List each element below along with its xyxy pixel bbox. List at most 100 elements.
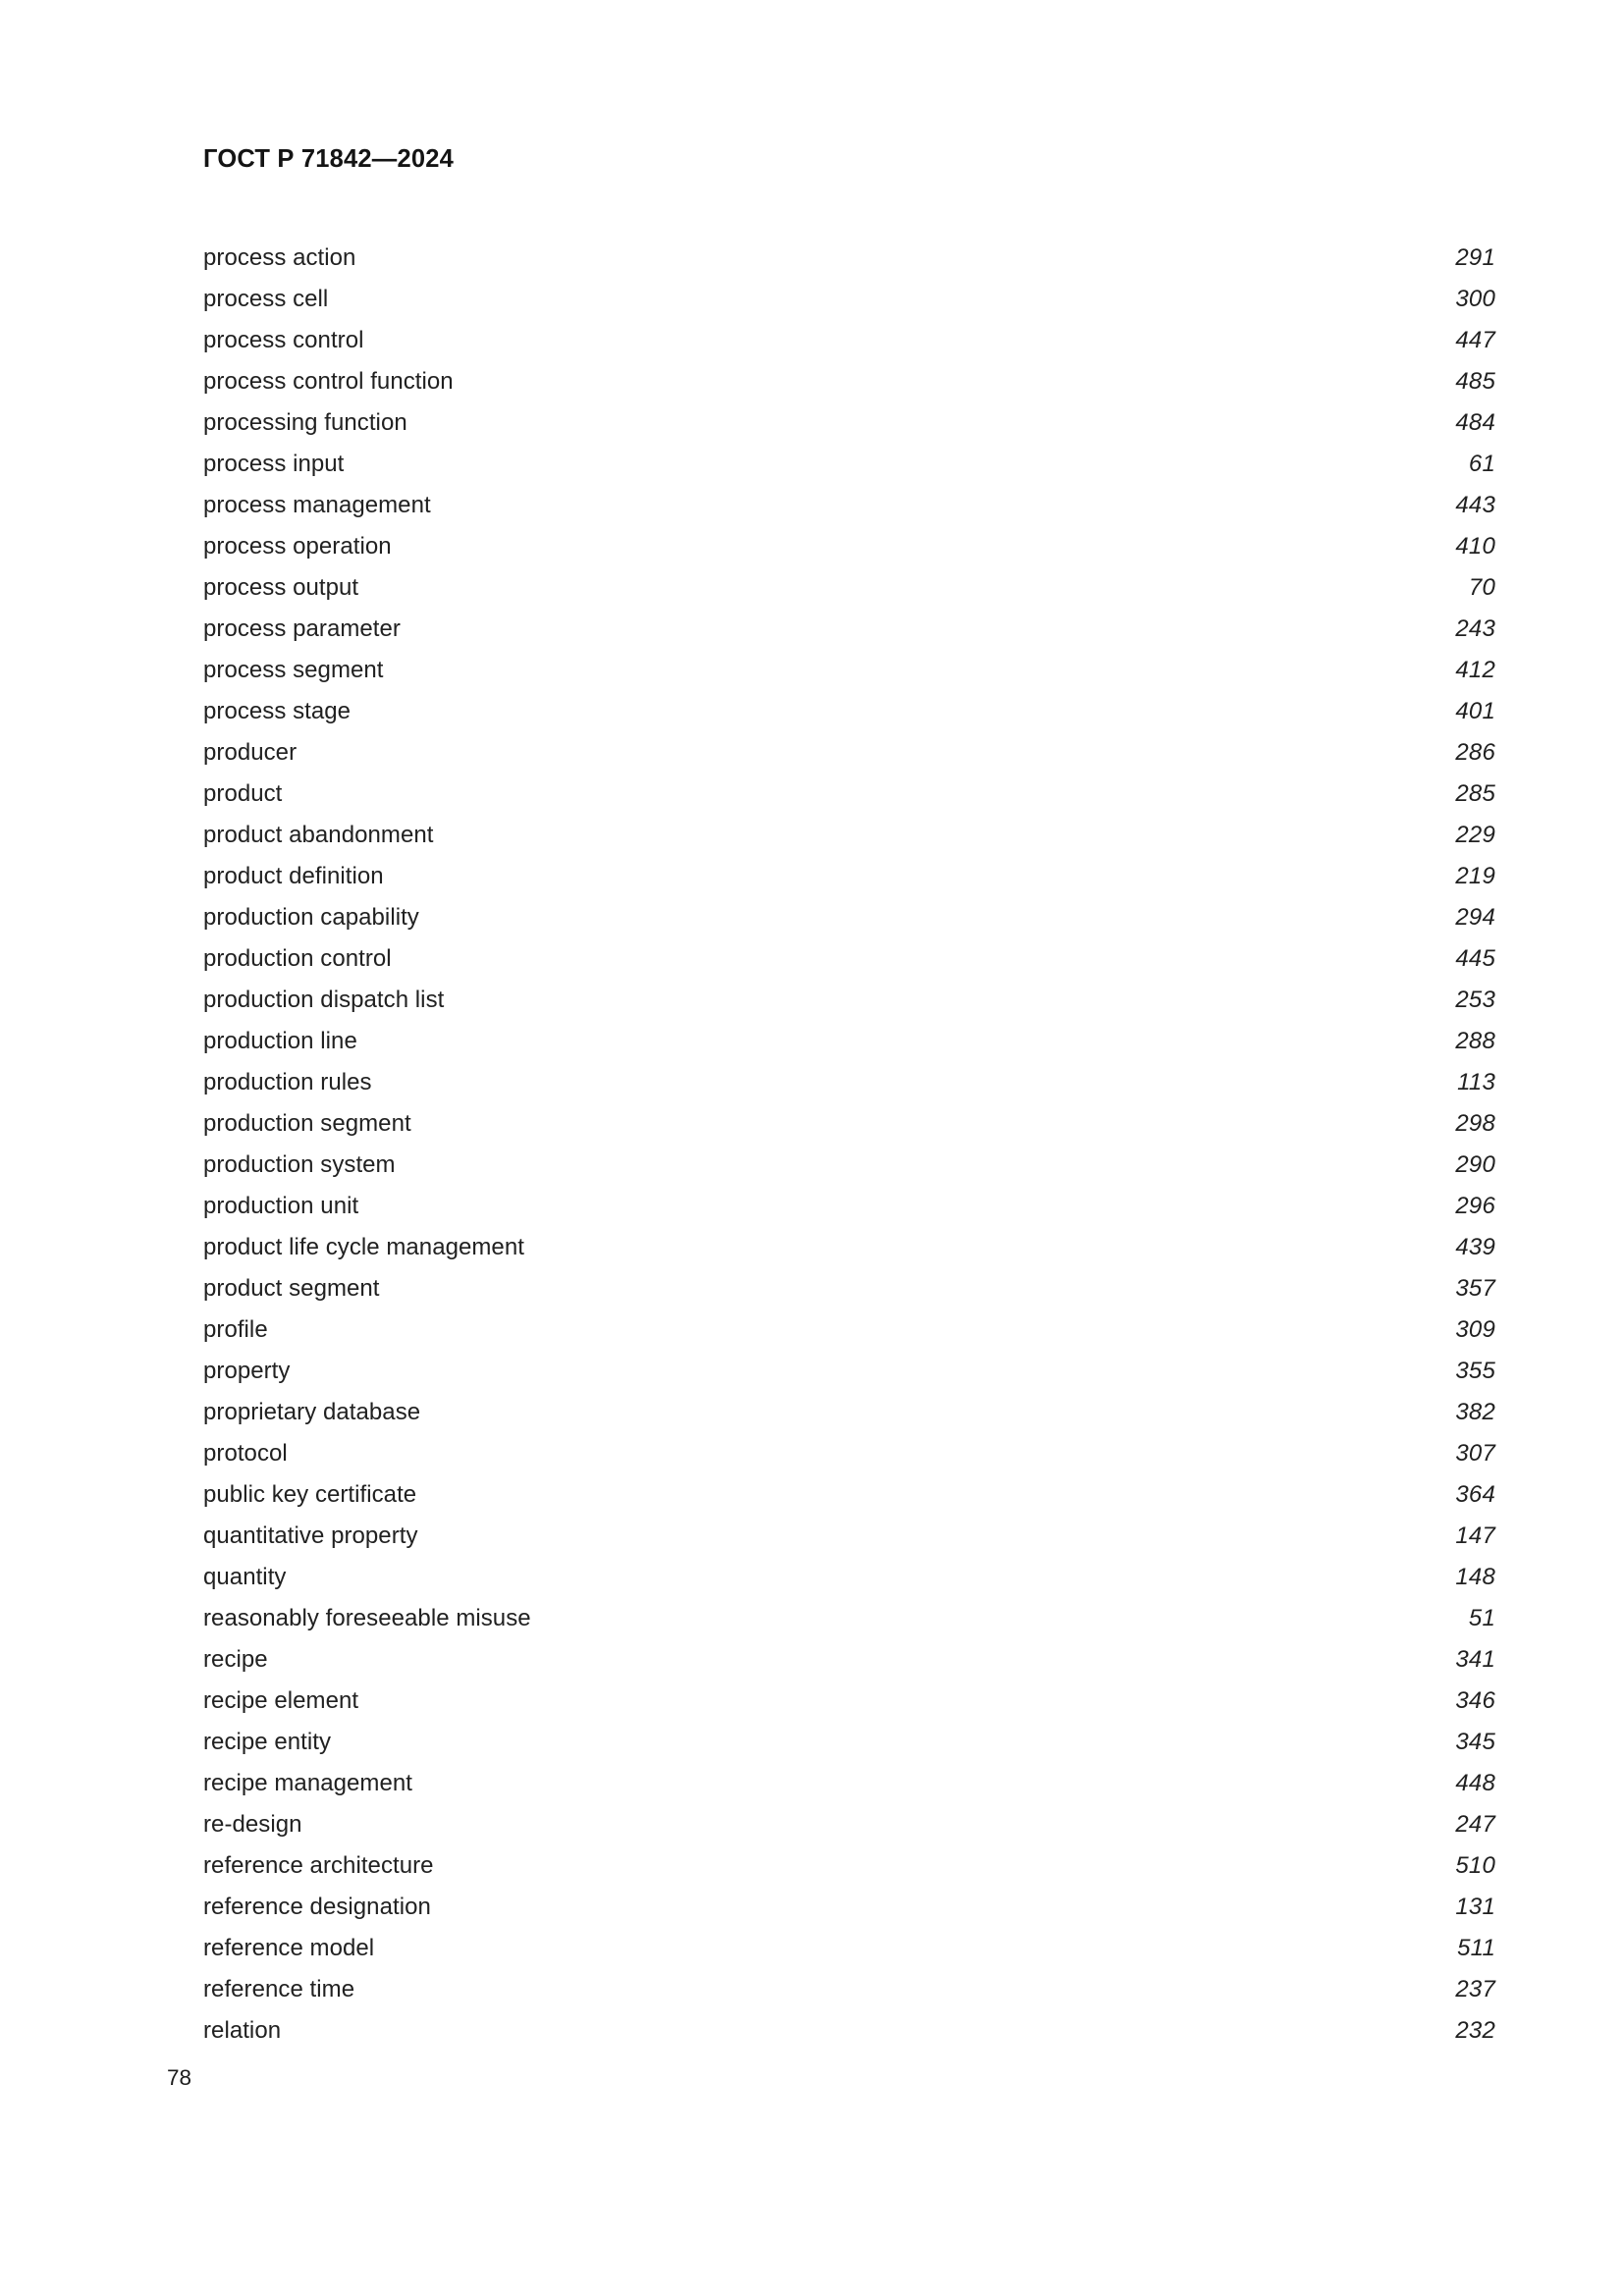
index-entry-term: product — [203, 780, 283, 807]
index-entry-term: product definition — [203, 863, 384, 889]
index-entry-page-number: 309 — [1455, 1316, 1495, 1343]
index-entry-term: reference architecture — [203, 1852, 434, 1879]
index-entry-page-number: 510 — [1455, 1852, 1495, 1879]
index-entry: process management 443 — [203, 485, 1495, 526]
index-entry-term: process operation — [203, 533, 392, 560]
index-entry-term: production rules — [203, 1069, 372, 1095]
index-entry: production rules 113 — [203, 1062, 1495, 1103]
index-entry-page-number: 286 — [1455, 739, 1495, 766]
index-entry-term: reference time — [203, 1976, 355, 2002]
index-entry-term: production dispatch list — [203, 987, 445, 1013]
index-entry: reference designation 131 — [203, 1887, 1495, 1928]
index-entry-page-number: 364 — [1455, 1481, 1495, 1508]
index-entry: process control 447 — [203, 320, 1495, 361]
index-entry-term: recipe management — [203, 1770, 412, 1796]
index-entry-term: relation — [203, 2017, 282, 2044]
index-entry: recipe management 448 — [203, 1763, 1495, 1804]
index-entry-page-number: 229 — [1455, 822, 1495, 848]
index-entry: quantity 148 — [203, 1557, 1495, 1598]
index-entry: production unit 296 — [203, 1186, 1495, 1227]
index-entry-term: process management — [203, 492, 431, 518]
index-entry-page-number: 341 — [1455, 1646, 1495, 1673]
index-entry-page-number: 237 — [1455, 1976, 1495, 2002]
index-entry-page-number: 346 — [1455, 1687, 1495, 1714]
index-entry-term: production capability — [203, 904, 419, 931]
index-entry-page-number: 70 — [1468, 574, 1495, 601]
index-entry-term: production control — [203, 945, 392, 972]
index-entry-term: process action — [203, 244, 356, 271]
index-entry-page-number: 61 — [1468, 451, 1495, 477]
index-entry-page-number: 131 — [1455, 1894, 1495, 1920]
index-entry-page-number: 443 — [1455, 492, 1495, 518]
index-entry-page-number: 412 — [1455, 657, 1495, 683]
index-entry-page-number: 445 — [1455, 945, 1495, 972]
index-entry-term: recipe — [203, 1646, 268, 1673]
index-entry-page-number: 345 — [1455, 1729, 1495, 1755]
index-entry: recipe entity 345 — [203, 1722, 1495, 1763]
index-entry-page-number: 296 — [1455, 1193, 1495, 1219]
index-entry-page-number: 307 — [1455, 1440, 1495, 1467]
index-entry: product segment 357 — [203, 1268, 1495, 1309]
index-entry-term: process control function — [203, 368, 454, 395]
index-entry: production dispatch list 253 — [203, 980, 1495, 1021]
index-entry: product definition 219 — [203, 856, 1495, 897]
index-entry: production segment 298 — [203, 1103, 1495, 1145]
index-entry: producer 286 — [203, 732, 1495, 774]
index-entry: product abandonment 229 — [203, 815, 1495, 856]
index-entry-term: production system — [203, 1151, 396, 1178]
index-entry: process action 291 — [203, 238, 1495, 279]
index-entry-page-number: 113 — [1457, 1069, 1495, 1095]
index-entry-term: process cell — [203, 286, 329, 312]
index-entry-page-number: 147 — [1455, 1522, 1495, 1549]
index-entry: process output 70 — [203, 567, 1495, 609]
index-entry: process segment 412 — [203, 650, 1495, 691]
index-entry-term: product abandonment — [203, 822, 434, 848]
index-entry-page-number: 410 — [1455, 533, 1495, 560]
index-entry-page-number: 485 — [1455, 368, 1495, 395]
index-entry-list: process action 291 process cell 300 process … — [203, 238, 1495, 2052]
index-entry-term: reference model — [203, 1935, 375, 1961]
index-entry: production system 290 — [203, 1145, 1495, 1186]
index-entry: reference model 511 — [203, 1928, 1495, 1969]
index-entry-term: property — [203, 1358, 291, 1384]
index-entry: re-design 247 — [203, 1804, 1495, 1845]
index-entry: process control function 485 — [203, 361, 1495, 402]
index-entry-page-number: 290 — [1455, 1151, 1495, 1178]
index-entry: property 355 — [203, 1351, 1495, 1392]
index-entry-term: processing function — [203, 409, 407, 436]
index-entry: reference architecture 510 — [203, 1845, 1495, 1887]
index-entry-term: recipe element — [203, 1687, 359, 1714]
index-entry-page-number: 401 — [1455, 698, 1495, 724]
index-entry: recipe 341 — [203, 1639, 1495, 1681]
index-entry-page-number: 300 — [1455, 286, 1495, 312]
index-entry-page-number: 247 — [1455, 1811, 1495, 1838]
index-entry-page-number: 511 — [1457, 1935, 1495, 1961]
index-entry-term: production unit — [203, 1193, 359, 1219]
index-entry: profile 309 — [203, 1309, 1495, 1351]
index-entry-page-number: 355 — [1455, 1358, 1495, 1384]
index-entry-term: proprietary database — [203, 1399, 421, 1425]
index-entry-page-number: 484 — [1455, 409, 1495, 436]
index-entry-page-number: 243 — [1455, 615, 1495, 642]
index-entry-page-number: 219 — [1455, 863, 1495, 889]
index-entry-term: product life cycle management — [203, 1234, 524, 1260]
index-entry-term: process segment — [203, 657, 384, 683]
page-folio: 78 — [167, 2065, 192, 2090]
index-entry: production capability 294 — [203, 897, 1495, 938]
index-entry-term: production segment — [203, 1110, 411, 1137]
index-entry-page-number: 447 — [1455, 327, 1495, 353]
index-entry-term: public key certificate — [203, 1481, 417, 1508]
index-entry: public key certificate 364 — [203, 1474, 1495, 1516]
index-entry-page-number: 232 — [1455, 2017, 1495, 2044]
index-entry: reasonably foreseeable misuse 51 — [203, 1598, 1495, 1639]
index-entry-term: recipe entity — [203, 1729, 332, 1755]
index-entry-page-number: 357 — [1455, 1275, 1495, 1302]
index-entry: relation 232 — [203, 2010, 1495, 2052]
index-entry-term: reference designation — [203, 1894, 431, 1920]
index-entry: production control 445 — [203, 938, 1495, 980]
index-entry: processing function 484 — [203, 402, 1495, 444]
index-entry-page-number: 291 — [1455, 244, 1495, 271]
index-entry-page-number: 288 — [1455, 1028, 1495, 1054]
index-entry-term: profile — [203, 1316, 268, 1343]
